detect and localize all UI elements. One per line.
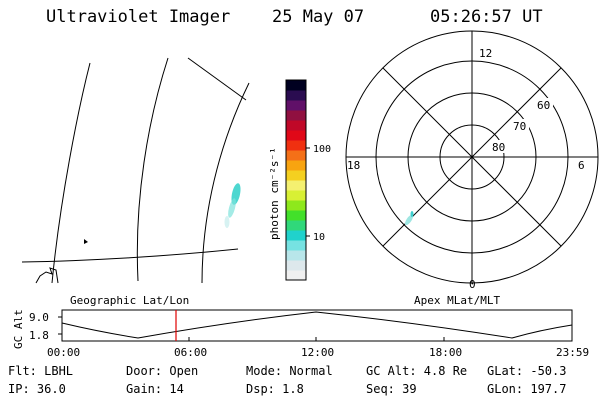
timeline-ytick-9: 9.0 xyxy=(29,311,49,324)
color-bar-segment xyxy=(286,200,306,211)
polar-plot-label: Apex MLat/MLT xyxy=(414,294,500,307)
timeline-xtick-1200: 12:00 xyxy=(301,346,334,359)
timeline-ytick-1-8: 1.8 xyxy=(29,329,49,342)
color-bar-segment xyxy=(286,210,306,221)
timeline-xtick-1800: 18:00 xyxy=(429,346,462,359)
color-bar-segment xyxy=(286,240,306,251)
latitude-line xyxy=(21,248,239,263)
latitude-line xyxy=(187,57,247,101)
seq-value: Seq: 39 xyxy=(366,382,417,396)
color-bar-segment xyxy=(286,110,306,121)
mlat-label-60: 60 xyxy=(537,99,550,112)
coastline xyxy=(35,267,59,284)
color-bar-frame xyxy=(285,79,307,281)
timeline-frame xyxy=(61,309,573,342)
glon-value: GLon: 197.7 xyxy=(487,382,567,396)
color-bar-segment xyxy=(286,270,306,281)
geographic-map xyxy=(21,57,250,284)
polar-plot xyxy=(345,30,599,284)
color-bar-segment xyxy=(286,220,306,231)
mlt-label-12: 12 xyxy=(479,47,492,60)
timeline-xtick-0000: 00:00 xyxy=(47,346,80,359)
color-bar-segment xyxy=(286,140,306,151)
longitude-line xyxy=(136,57,169,282)
color-bar-segment xyxy=(286,260,306,271)
position-marker xyxy=(84,239,88,244)
mlt-label-18: 18 xyxy=(347,159,360,172)
color-bar-segment xyxy=(286,100,306,111)
color-bar-tick-100: 100 xyxy=(313,144,331,155)
timeline-xtick-2359: 23:59 xyxy=(556,346,589,359)
date-label: 25 May 07 xyxy=(272,7,365,27)
gc-alt-value: GC Alt: 4.8 Re xyxy=(366,364,468,378)
geographic-map-label: Geographic Lat/Lon xyxy=(70,294,189,307)
color-bar xyxy=(286,80,306,281)
color-bar-segment xyxy=(286,230,306,241)
color-bar-tick-10: 10 xyxy=(313,232,325,243)
aurora-emission xyxy=(224,183,241,228)
mlt-label-6: 6 xyxy=(578,159,585,172)
altitude-curve xyxy=(61,311,573,339)
mlat-label-70: 70 xyxy=(513,120,526,133)
timeline-axis-label: GC Alt xyxy=(12,309,25,349)
longitude-line xyxy=(51,62,91,284)
color-bar-segment xyxy=(286,120,306,131)
color-bar-segment xyxy=(286,190,306,201)
color-bar-segment xyxy=(286,180,306,191)
polar-emission xyxy=(404,211,414,226)
color-bar-segment xyxy=(286,150,306,161)
color-bar-segment xyxy=(286,250,306,261)
color-bar-segment xyxy=(286,80,306,91)
gain-value: Gain: 14 xyxy=(126,382,184,396)
time-label: 05:26:57 UT xyxy=(430,7,543,27)
mode-value: Mode: Normal xyxy=(246,364,333,378)
color-bar-segment xyxy=(286,130,306,141)
longitude-line xyxy=(201,82,250,284)
timeline-xtick-0600: 06:00 xyxy=(174,346,207,359)
door-value: Door: Open xyxy=(126,364,199,378)
ip-value: IP: 36.0 xyxy=(8,382,66,396)
color-bar-segment xyxy=(286,160,306,171)
timeline-ticks xyxy=(58,316,445,341)
color-bar-ticks xyxy=(306,147,310,237)
dsp-value: Dsp: 1.8 xyxy=(246,382,304,396)
filter-value: Flt: LBHL xyxy=(8,364,74,378)
color-bar-segment xyxy=(286,90,306,101)
glat-value: GLat: -50.3 xyxy=(487,364,567,378)
mlat-label-80: 80 xyxy=(492,141,505,154)
color-bar-unit: photon cm⁻²s⁻¹ xyxy=(268,147,281,240)
color-bar-segment xyxy=(286,170,306,181)
mlt-label-0: 0 xyxy=(469,278,476,291)
instrument-title: Ultraviolet Imager xyxy=(46,7,231,27)
